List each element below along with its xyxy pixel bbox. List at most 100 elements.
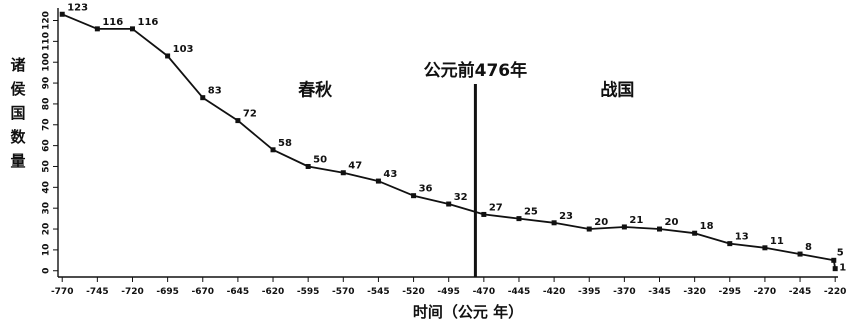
x-tick-label: -695 [156,287,179,297]
data-label: 123 [67,2,88,13]
y-tick-label: 70 [42,119,52,132]
y-axis-title: 诸侯国数量 [10,56,26,170]
axes [57,8,838,278]
period-label: 战国 [600,81,634,101]
data-point [831,257,837,263]
data-label: 47 [348,161,362,172]
data-point [762,245,768,251]
data-point [305,163,311,169]
y-tick-label: 30 [42,202,52,215]
x-tick-label: -295 [719,287,742,297]
data-point [129,26,135,32]
data-label: 11 [770,236,784,247]
y-tick-label: 110 [42,32,52,51]
data-point [94,26,100,32]
data-point [481,211,487,217]
x-tick-label: -345 [648,287,671,297]
series-line [61,13,837,269]
data-label: 50 [313,154,327,165]
period-label: 春秋 [298,80,333,101]
data-label: 27 [489,202,503,213]
x-tick-label: -495 [437,287,460,297]
data-point [692,230,698,236]
x-axis-ticks: -770 -745 -720 -695 -670 -645 -620 -595 -570 -545… [51,277,846,297]
x-tick-label: -570 [332,287,355,297]
y-tick-label: 40 [42,181,52,194]
x-tick-label: -370 [613,287,636,297]
data-point [551,220,557,226]
x-tick-label: -720 [121,287,144,297]
x-tick-label: -645 [227,287,250,297]
x-tick-label: -545 [367,287,390,297]
data-point [657,226,663,232]
data-label: 116 [137,17,158,28]
y-axis-title-char: 国 [10,104,25,122]
y-axis-title-char: 数 [10,128,26,146]
y-axis-title-char: 诸 [10,56,25,74]
data-label: 8 [805,242,812,253]
data-point [165,53,171,59]
annotations: 春秋 战国 [298,80,634,101]
data-point [59,11,65,17]
divider-label: 公元前476年 [424,60,528,81]
y-tick-label: 10 [42,244,52,257]
x-tick-label: -770 [51,287,74,297]
data-point [270,147,276,153]
series-group [59,11,838,272]
data-label: 21 [629,215,643,226]
x-tick-label: -445 [508,287,531,297]
y-tick-label: 100 [42,53,52,72]
data-label: 36 [419,184,433,195]
y-axis-title-char: 侯 [10,80,26,98]
x-tick-label: -420 [543,287,566,297]
x-tick-label: -670 [191,287,214,297]
x-tick-label: -620 [262,287,285,297]
x-tick-label: -220 [824,287,846,297]
y-tick-label: 120 [42,11,52,30]
data-label: 43 [383,169,397,180]
y-tick-label: 50 [42,160,52,173]
data-label: 18 [700,221,714,232]
data-label: 116 [102,17,123,28]
x-tick-label: -520 [402,287,425,297]
y-tick-label: 90 [42,77,52,90]
data-label: 1 [839,263,846,274]
x-tick-label: -245 [789,287,812,297]
data-point [375,178,381,184]
x-tick-label: -320 [683,287,706,297]
data-label: 23 [559,211,573,222]
data-point [340,170,346,176]
data-label: 32 [454,192,468,203]
x-tick-label: -395 [578,287,601,297]
y-tick-label: 80 [42,98,52,111]
x-tick-label: -745 [86,287,109,297]
data-label: 20 [594,217,608,228]
data-point [797,251,803,257]
data-label: 5 [837,247,844,258]
data-label: 25 [524,207,538,218]
x-tick-label: -270 [754,287,777,297]
y-tick-label: 20 [42,223,52,236]
divider-group: 公元前476年 [424,60,528,277]
y-axis-title-char: 量 [10,152,25,170]
data-point [411,193,417,199]
x-tick-label: -595 [297,287,320,297]
data-label: 13 [735,232,749,243]
data-point [586,226,592,232]
data-point [200,95,206,101]
data-point [446,201,452,207]
data-label: 103 [173,44,194,55]
data-point [621,224,627,230]
x-axis-title: 时间（公元 年） [413,303,523,321]
data-label: 72 [243,109,257,120]
data-point [727,241,733,247]
y-tick-label: 0 [42,268,52,274]
data-point [235,118,241,124]
data-label: 83 [208,86,222,97]
data-label: 58 [278,138,292,149]
x-tick-label: -470 [473,287,496,297]
y-axis-ticks: 0 10 20 30 40 50 60 70 80 90 100 110 120 [42,11,58,274]
data-point [516,216,522,222]
